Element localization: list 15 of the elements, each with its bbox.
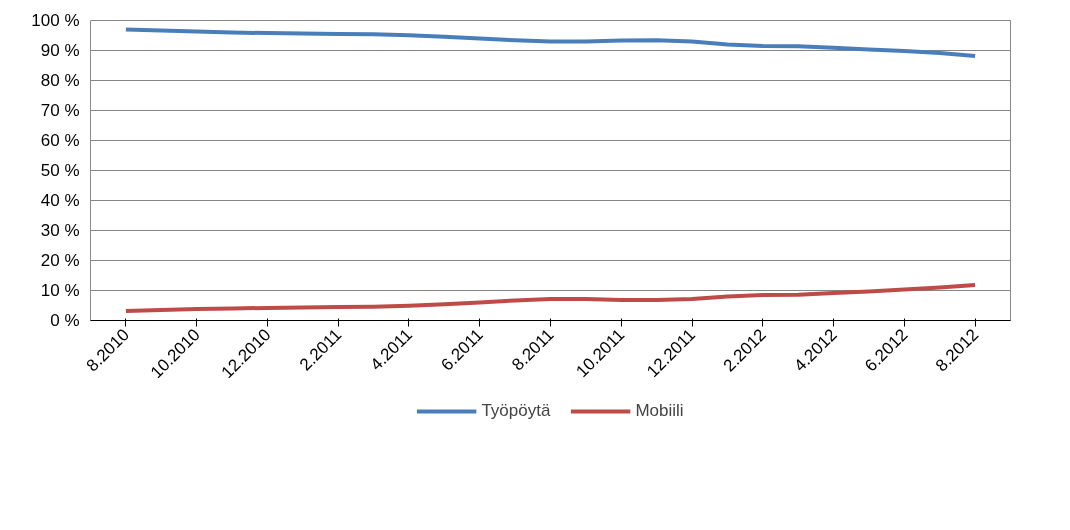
y-tick-label: 30 % [40,221,80,240]
y-tick-label: 80 % [40,71,80,90]
y-tick-label: 90 % [40,41,80,60]
legend-label: Mobiili [635,401,684,421]
y-tick-label: 10 % [40,281,80,300]
y-tick-label: 100 % [31,11,80,30]
y-tick-label: 20 % [40,251,80,270]
y-tick-label: 40 % [40,191,80,210]
y-tick-label: 50 % [40,161,80,180]
line-series [123,27,978,58]
y-tick-label: 70 % [40,101,80,120]
y-tick-label: 0 % [50,311,80,330]
y-tick-label: 60 % [40,131,80,150]
legend-label: Työpöytä [481,401,551,421]
line-series [123,283,978,313]
